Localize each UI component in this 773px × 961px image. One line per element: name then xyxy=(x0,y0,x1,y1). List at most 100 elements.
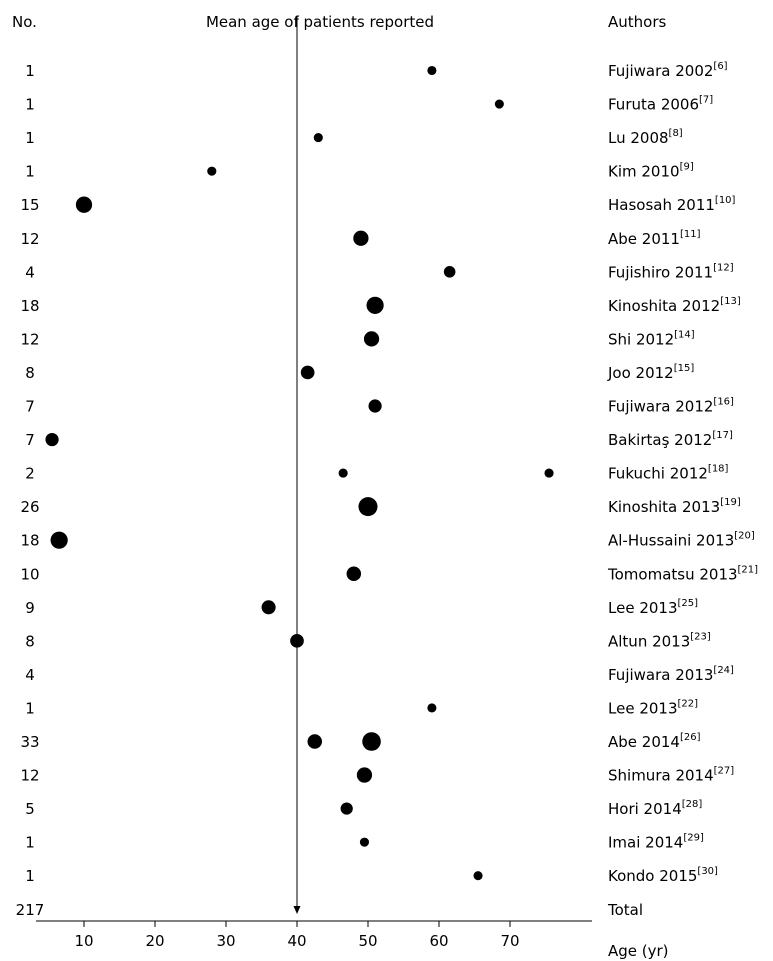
row-reference: [15] xyxy=(674,363,695,374)
row-reference: [13] xyxy=(720,296,741,307)
x-tick-label: 20 xyxy=(145,932,164,950)
data-point xyxy=(494,99,504,109)
row-reference: [14] xyxy=(674,329,695,340)
row-reference: [9] xyxy=(680,162,694,173)
data-point xyxy=(340,802,353,815)
authors-column-header: Authors xyxy=(608,13,667,31)
row-author: Fujiwara 2002[6] xyxy=(608,61,728,80)
row-reference: [22] xyxy=(678,698,699,709)
row-reference: [21] xyxy=(738,564,759,575)
row-count: 1 xyxy=(25,62,35,80)
row-author: Abe 2011[11] xyxy=(608,229,701,248)
chart-title: Mean age of patients reported xyxy=(206,13,434,31)
row-count: 1 xyxy=(25,699,35,717)
row-reference: [7] xyxy=(699,95,713,106)
row-reference: [19] xyxy=(720,497,741,508)
row-author: Kinoshita 2012[13] xyxy=(608,296,741,315)
row-count: 217 xyxy=(16,901,45,919)
row-reference: [8] xyxy=(669,128,683,139)
row-count: 7 xyxy=(25,431,35,449)
row-author: Fukuchi 2012[18] xyxy=(608,464,729,483)
data-point xyxy=(353,230,369,246)
row-author: Imai 2014[29] xyxy=(608,833,704,852)
row-reference: [20] xyxy=(734,531,755,542)
row-author: Abe 2014[26] xyxy=(608,732,701,751)
row-author: Bakirtaş 2012[17] xyxy=(608,430,733,449)
row-author: Hasosah 2011[10] xyxy=(608,195,736,214)
row-author: Furuta 2006[7] xyxy=(608,95,713,114)
row-author: Kim 2010[9] xyxy=(608,162,694,181)
row-reference: [16] xyxy=(713,397,734,408)
row-author: Lu 2008[8] xyxy=(608,128,683,147)
reference-arrow xyxy=(293,906,301,914)
data-point xyxy=(313,133,323,143)
data-point xyxy=(300,365,315,380)
row-count: 7 xyxy=(25,398,35,416)
data-point xyxy=(261,600,276,615)
row-count: 15 xyxy=(20,196,39,214)
data-point xyxy=(207,166,217,176)
row-reference: [6] xyxy=(713,61,727,72)
row-count: 1 xyxy=(25,163,35,181)
row-count: 4 xyxy=(25,666,35,684)
row-reference: [18] xyxy=(708,464,729,475)
data-point xyxy=(50,531,68,549)
row-count: 5 xyxy=(25,800,35,818)
x-tick-label: 50 xyxy=(358,932,377,950)
row-author: Al-Hussaini 2013[20] xyxy=(608,531,755,550)
row-author: Tomomatsu 2013[21] xyxy=(607,564,758,583)
row-count: 18 xyxy=(20,297,39,315)
data-point xyxy=(307,734,323,749)
row-reference: [24] xyxy=(713,665,734,676)
row-count: 9 xyxy=(25,599,35,617)
row-count: 1 xyxy=(25,129,35,147)
row-reference: [17] xyxy=(712,430,733,441)
row-count: 33 xyxy=(20,733,39,751)
data-point xyxy=(473,871,483,881)
row-count: 1 xyxy=(25,867,35,885)
data-point xyxy=(75,196,93,213)
row-count: 18 xyxy=(20,532,39,550)
row-author: Fujiwara 2012[16] xyxy=(608,397,734,416)
x-tick-label: 30 xyxy=(216,932,235,950)
data-point xyxy=(544,468,554,478)
row-reference: [28] xyxy=(682,799,703,810)
row-reference: [10] xyxy=(715,195,736,206)
row-author: Total xyxy=(607,901,643,919)
x-tick-label: 60 xyxy=(429,932,448,950)
row-count: 8 xyxy=(25,632,35,650)
row-author: Hori 2014[28] xyxy=(608,799,702,818)
row-reference: [30] xyxy=(697,866,718,877)
row-reference: [29] xyxy=(683,833,704,844)
row-reference: [26] xyxy=(680,732,701,743)
row-author: Altun 2013[23] xyxy=(608,631,711,650)
x-axis-label: Age (yr) xyxy=(608,942,669,960)
row-count: 12 xyxy=(20,330,39,348)
data-point xyxy=(45,432,59,447)
row-author: Shi 2012[14] xyxy=(608,329,695,348)
row-count: 12 xyxy=(20,230,39,248)
row-reference: [25] xyxy=(678,598,699,609)
x-tick-label: 70 xyxy=(500,932,519,950)
row-count: 8 xyxy=(25,364,35,382)
row-reference: [23] xyxy=(690,631,711,642)
x-tick-label: 10 xyxy=(74,932,93,950)
data-point xyxy=(290,634,304,648)
row-reference: [11] xyxy=(680,229,701,240)
row-author: Kinoshita 2013[19] xyxy=(608,497,741,516)
data-point xyxy=(346,566,362,582)
data-point xyxy=(368,399,382,413)
row-author: Shimura 2014[27] xyxy=(608,766,734,785)
row-count: 1 xyxy=(25,96,35,114)
data-point xyxy=(362,732,381,751)
row-count: 4 xyxy=(25,263,35,281)
data-point xyxy=(366,296,384,314)
row-author: Fujiwara 2013[24] xyxy=(608,665,734,684)
data-point xyxy=(427,65,437,76)
no-column-header: No. xyxy=(12,13,37,31)
row-count: 12 xyxy=(20,767,39,785)
row-author: Fujishiro 2011[12] xyxy=(608,262,734,281)
row-author: Lee 2013[25] xyxy=(608,598,698,617)
row-reference: [27] xyxy=(714,766,735,777)
